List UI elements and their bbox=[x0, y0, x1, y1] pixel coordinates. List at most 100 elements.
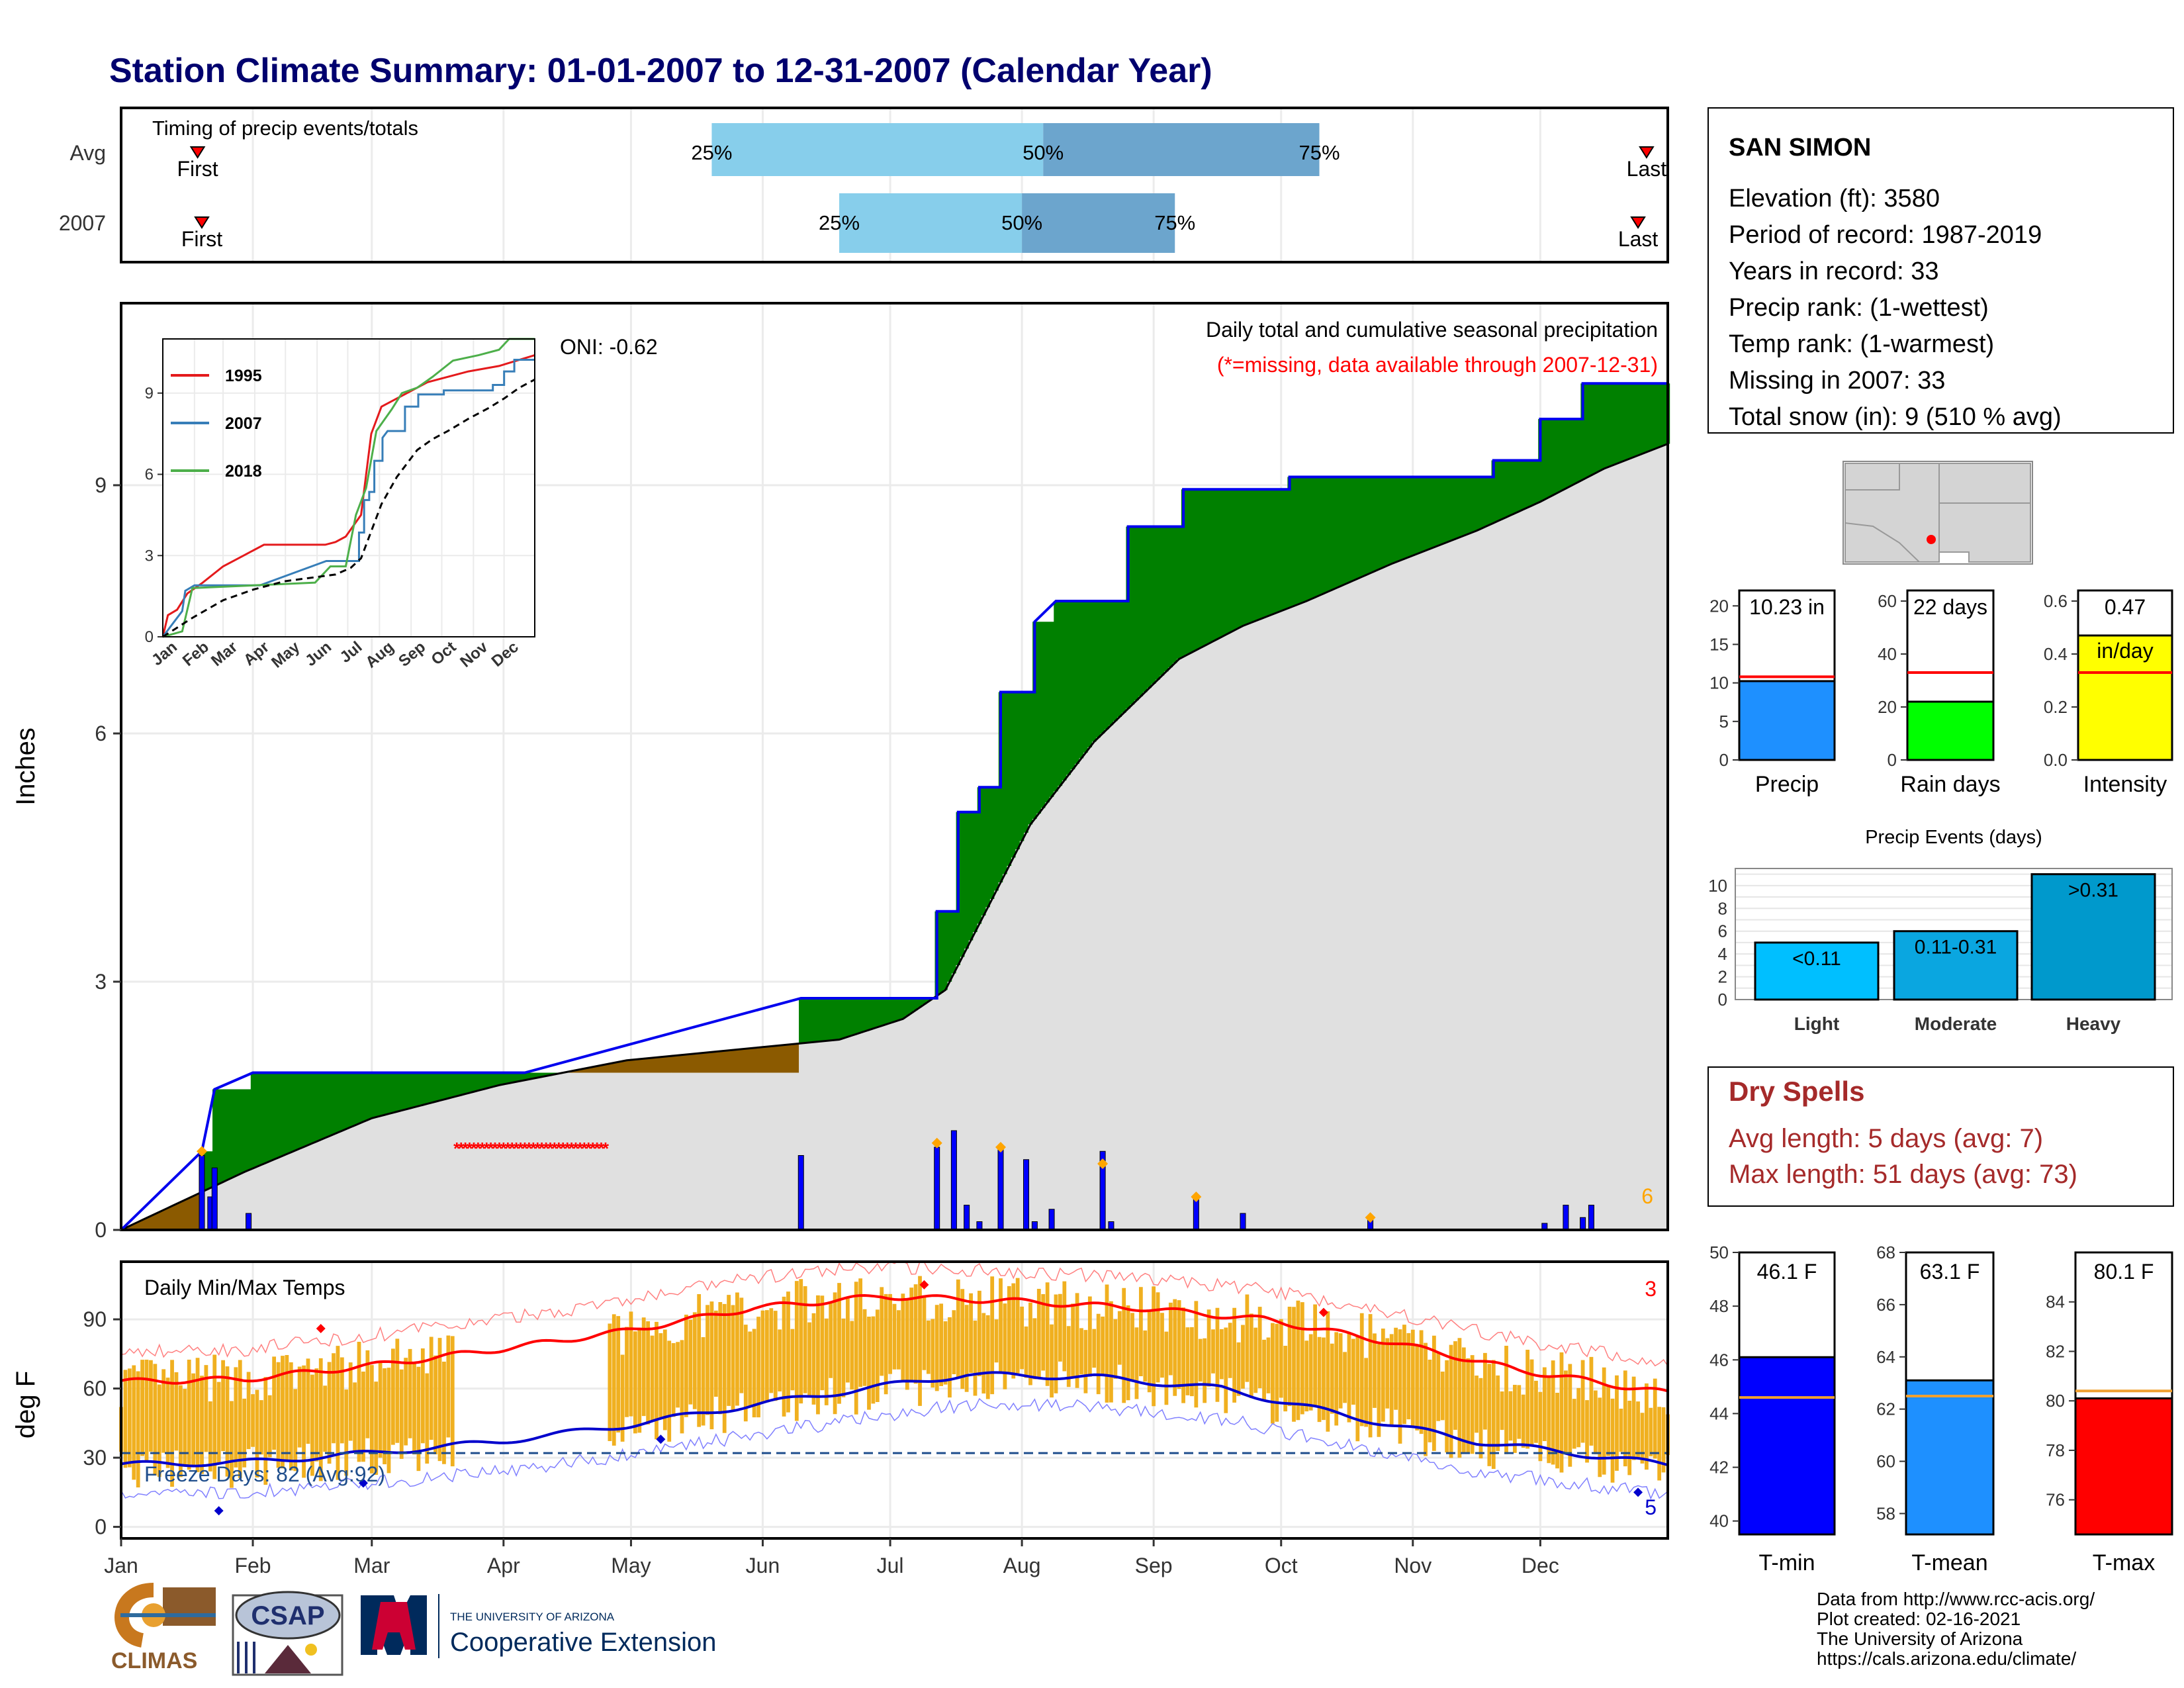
temp-ytick-label: 60 bbox=[83, 1377, 107, 1401]
daily-precip-bar bbox=[964, 1205, 970, 1231]
temp-ytick-label: 90 bbox=[83, 1307, 107, 1331]
temp-ytick-label: 30 bbox=[83, 1446, 107, 1470]
dry-spells-max: Max length: 51 days (avg: 73) bbox=[1729, 1160, 2077, 1189]
locator-map bbox=[1843, 461, 2033, 565]
record-max-line bbox=[120, 1260, 1668, 1367]
temp-y-axis-label: deg F bbox=[11, 1371, 40, 1438]
summary-bar-tick-label: 60 bbox=[1878, 591, 1897, 611]
events-tick-label: 8 bbox=[1718, 898, 1727, 918]
timing-first-marker bbox=[189, 146, 206, 159]
summary-bar-value-label: 22 days bbox=[1913, 595, 1987, 619]
month-label: Jan bbox=[104, 1554, 138, 1577]
missing-day-mark: * bbox=[568, 1139, 575, 1158]
events-bar-label: Moderate bbox=[1915, 1013, 1997, 1034]
temp-summary-tick-label: 64 bbox=[1876, 1347, 1895, 1367]
summary-bar-label: Precip bbox=[1755, 772, 1819, 797]
daily-precip-bar bbox=[1048, 1209, 1055, 1231]
missing-day-mark: * bbox=[572, 1139, 580, 1158]
event-marker bbox=[1191, 1192, 1202, 1202]
inset-xtick-label: Sep bbox=[395, 638, 429, 671]
events-bar-range: >0.31 bbox=[2068, 880, 2118, 902]
station-line: Precip rank: (1-wettest) bbox=[1729, 294, 1989, 322]
timing-row-2007-label: 2007 bbox=[59, 211, 106, 235]
ua-small-text: THE UNIVERSITY OF ARIZONA bbox=[450, 1611, 615, 1623]
temp-summary-tick-label: 82 bbox=[2046, 1341, 2065, 1361]
station-line: Total snow (in): 9 (510 % avg) bbox=[1729, 403, 2062, 431]
record-high-marker bbox=[1318, 1307, 1328, 1317]
missing-day-mark: * bbox=[492, 1139, 499, 1158]
summary-bar-tick-label: 0.4 bbox=[2044, 644, 2068, 664]
summary-bar-tick-label: 0.6 bbox=[2044, 591, 2068, 611]
footer-line: https://cals.arizona.edu/climate/ bbox=[1817, 1648, 2076, 1669]
cumulative-2007-line bbox=[120, 382, 1668, 1231]
missing-day-mark: * bbox=[581, 1139, 588, 1158]
temp-summary-tick-label: 60 bbox=[1876, 1452, 1895, 1472]
climas-logo-text: CLIMAS bbox=[111, 1648, 197, 1673]
timing-p75-label: 75% bbox=[1154, 211, 1195, 234]
timing-label: Timing of precip events/totals bbox=[152, 117, 418, 140]
inset-xtick-label: Dec bbox=[488, 638, 522, 671]
inset-ytick-label: 9 bbox=[145, 385, 154, 402]
precip-y-axis-label: Inches bbox=[11, 727, 40, 806]
footer-credits: Data from http://www.rcc-acis.org/ Plot … bbox=[1817, 1589, 2095, 1669]
summary-bar-tick-label: 0 bbox=[1719, 750, 1729, 770]
temp-summary-tick-label: 44 bbox=[1709, 1403, 1729, 1423]
station-line: Years in record: 33 bbox=[1729, 258, 1939, 285]
event-marker bbox=[196, 1146, 207, 1157]
footer-line: Data from http://www.rcc-acis.org/ bbox=[1817, 1589, 2095, 1609]
missing-day-mark: * bbox=[598, 1139, 605, 1158]
inset-xtick-label: Jun bbox=[302, 638, 335, 670]
timing-p75-label: 75% bbox=[1299, 141, 1340, 164]
temp-summary-tick-label: 46 bbox=[1709, 1350, 1729, 1370]
daily-precip-bar bbox=[1563, 1205, 1569, 1231]
deficit-area bbox=[123, 1043, 799, 1230]
month-label: Dec bbox=[1522, 1554, 1559, 1577]
timing-last-label: Last bbox=[1627, 157, 1667, 181]
station-line: Missing in 2007: 33 bbox=[1729, 367, 1945, 395]
month-label: Feb bbox=[234, 1554, 271, 1577]
daily-precip-bar bbox=[1023, 1159, 1030, 1231]
events-bar bbox=[1754, 941, 1880, 1001]
station-name: SAN SIMON bbox=[1729, 134, 1871, 162]
missing-day-mark: * bbox=[471, 1139, 478, 1158]
page-title: Station Climate Summary: 01-01-2007 to 1… bbox=[109, 52, 1212, 90]
inset-xtick-label: Jul bbox=[337, 638, 366, 667]
missing-day-mark: * bbox=[522, 1139, 529, 1158]
month-label: Oct bbox=[1265, 1554, 1298, 1577]
average-cumulative-line bbox=[120, 443, 1668, 1231]
temp-summary-tick-label: 62 bbox=[1876, 1399, 1895, 1419]
missing-day-mark: * bbox=[525, 1139, 533, 1158]
missing-day-mark: * bbox=[453, 1139, 461, 1158]
month-label: Sep bbox=[1135, 1554, 1173, 1577]
missing-day-mark: * bbox=[483, 1139, 490, 1158]
missing-day-mark: * bbox=[517, 1139, 524, 1158]
daily-precip-bar bbox=[1588, 1205, 1594, 1231]
summary-bar-tick-label: 0.0 bbox=[2044, 750, 2068, 770]
missing-day-mark: * bbox=[551, 1139, 559, 1158]
normal-max-line bbox=[120, 1293, 1668, 1393]
temp-summary-label: T-mean bbox=[1911, 1550, 1987, 1575]
dry-spells-title: Dry Spells bbox=[1729, 1076, 1864, 1107]
inset-xtick-label: Oct bbox=[428, 638, 460, 669]
missing-day-mark: * bbox=[504, 1139, 512, 1158]
events-bar-label: Light bbox=[1794, 1013, 1839, 1034]
events-bar bbox=[1893, 930, 2019, 1001]
timing-row-avg-label: Avg bbox=[69, 141, 106, 165]
station-line: Elevation (ft): 3580 bbox=[1729, 185, 1940, 212]
summary-bar-value-label: 0.47 bbox=[2105, 595, 2146, 619]
oni-value: ONI: -0.62 bbox=[560, 335, 658, 359]
timing-bar-50-75 bbox=[1043, 123, 1320, 176]
temp-summary-tick-label: 76 bbox=[2046, 1490, 2065, 1510]
temp-summary-tick-label: 68 bbox=[1876, 1243, 1895, 1262]
event-marker bbox=[931, 1137, 942, 1149]
inset-xtick-label: Mar bbox=[208, 638, 241, 670]
inset-xtick-label: Aug bbox=[362, 638, 397, 672]
summary-bar-tick-label: 0 bbox=[1888, 750, 1897, 770]
events-tick-label: 2 bbox=[1718, 967, 1727, 987]
timing-bar-25-50 bbox=[711, 123, 1044, 176]
missing-day-mark: * bbox=[513, 1139, 520, 1158]
temp-panel-label: Daily Min/Max Temps bbox=[144, 1276, 345, 1299]
university-of-arizona-logo: THE UNIVERSITY OF ARIZONA Cooperative Ex… bbox=[361, 1594, 716, 1658]
